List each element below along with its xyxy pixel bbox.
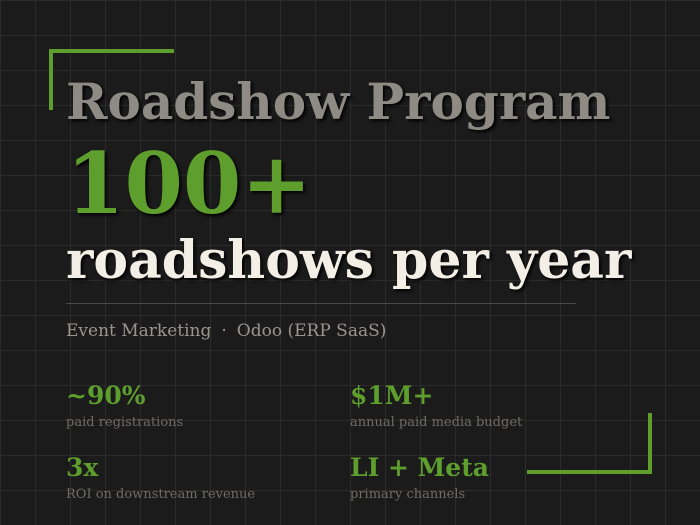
- divider: [66, 303, 576, 304]
- stat-label: annual paid media budget: [350, 415, 523, 430]
- stat-label: ROI on downstream revenue: [66, 487, 256, 502]
- stat-value: LI + Meta: [350, 453, 489, 482]
- tag: Event Marketing: [66, 321, 212, 341]
- separator: ·: [221, 321, 227, 341]
- tag-line: Event Marketing · Odoo (ERP SaaS): [66, 321, 386, 341]
- subheadline: roadshows per year: [66, 230, 632, 291]
- headline: 100+: [66, 134, 312, 233]
- title: Roadshow Program: [66, 72, 611, 131]
- tag: Odoo (ERP SaaS): [236, 321, 387, 341]
- stat-label: paid registrations: [66, 415, 184, 430]
- stat-value: ~90%: [66, 381, 146, 410]
- stat-label: primary channels: [350, 487, 466, 502]
- stat-value: $1M+: [350, 381, 434, 410]
- bracket-bottom-right: [527, 413, 652, 474]
- stat-value: 3x: [66, 453, 99, 482]
- bracket-top-left: [49, 49, 174, 110]
